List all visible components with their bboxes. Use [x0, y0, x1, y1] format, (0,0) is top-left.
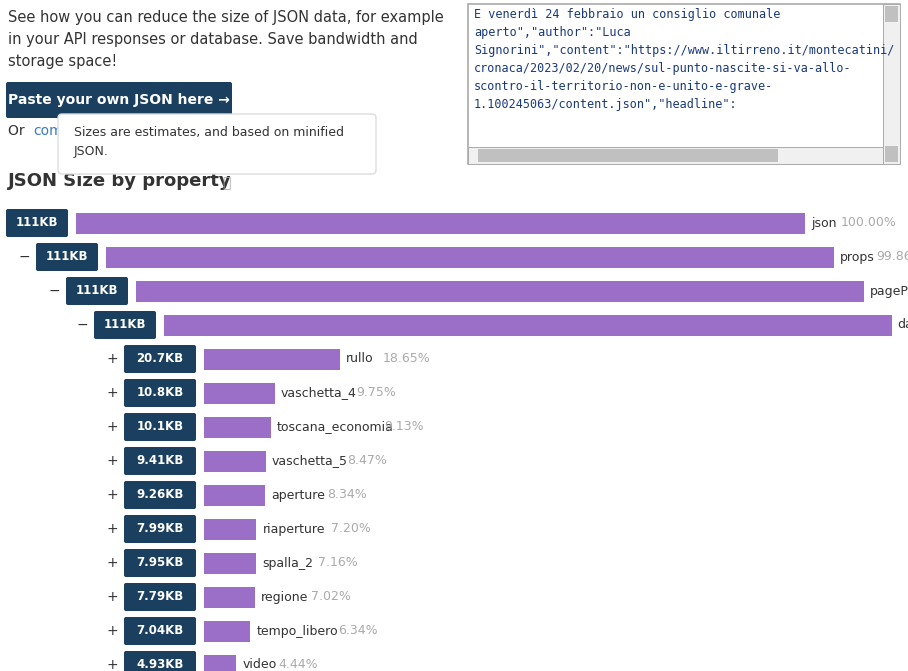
Text: +: +: [106, 658, 118, 671]
FancyBboxPatch shape: [124, 583, 196, 611]
Text: 10.8KB: 10.8KB: [136, 386, 183, 399]
Text: data: data: [897, 319, 908, 331]
Bar: [204, 451, 266, 472]
Text: −: −: [76, 318, 88, 332]
Text: See how you can reduce the size of JSON data, for example
in your API responses : See how you can reduce the size of JSON …: [8, 10, 444, 69]
Text: aperture: aperture: [271, 488, 325, 501]
Text: +: +: [106, 556, 118, 570]
Text: toscana_economia: toscana_economia: [277, 421, 393, 433]
Text: 7.04KB: 7.04KB: [136, 625, 183, 637]
Text: 6.34%: 6.34%: [338, 625, 378, 637]
Bar: [883, 4, 900, 164]
Bar: [204, 553, 256, 574]
Text: 20.7KB: 20.7KB: [136, 352, 183, 366]
FancyBboxPatch shape: [124, 515, 196, 543]
FancyBboxPatch shape: [124, 481, 196, 509]
Bar: [885, 6, 898, 22]
FancyBboxPatch shape: [468, 4, 900, 164]
Text: json: json: [811, 217, 836, 229]
Text: 8.34%: 8.34%: [327, 488, 367, 501]
Text: +: +: [106, 624, 118, 638]
Text: vaschetta_4: vaschetta_4: [281, 386, 357, 399]
Text: +: +: [106, 420, 118, 434]
Text: +: +: [106, 454, 118, 468]
Text: +: +: [106, 522, 118, 536]
Bar: [164, 315, 892, 336]
Text: 7.02%: 7.02%: [311, 590, 350, 603]
FancyBboxPatch shape: [124, 345, 196, 373]
FancyBboxPatch shape: [124, 651, 196, 671]
Text: Sizes are estimates, and based on minified
JSON.: Sizes are estimates, and based on minifi…: [74, 126, 344, 158]
Text: 7.79KB: 7.79KB: [136, 590, 183, 603]
Text: vaschetta_5: vaschetta_5: [271, 454, 348, 468]
Text: −: −: [18, 250, 30, 264]
Text: 8.47%: 8.47%: [347, 454, 387, 468]
Bar: [468, 147, 883, 164]
Bar: [885, 146, 898, 162]
Text: JSON Size by property: JSON Size by property: [8, 172, 232, 190]
Text: +: +: [106, 590, 118, 604]
Text: riaperture: riaperture: [262, 523, 325, 535]
Bar: [478, 149, 778, 162]
Text: 9.41KB: 9.41KB: [136, 454, 183, 468]
Text: 7.16%: 7.16%: [318, 556, 358, 570]
Text: 111KB: 111KB: [15, 217, 58, 229]
Bar: [204, 383, 275, 404]
Bar: [204, 587, 255, 608]
Text: +: +: [106, 352, 118, 366]
Text: pageProps: pageProps: [870, 285, 908, 297]
Bar: [136, 281, 864, 302]
Text: 4.44%: 4.44%: [279, 658, 319, 671]
Text: 100.00%: 100.00%: [841, 217, 897, 229]
Text: −: −: [48, 284, 60, 298]
Text: spalla_2: spalla_2: [262, 556, 313, 570]
Text: rullo: rullo: [346, 352, 373, 366]
Bar: [204, 621, 251, 642]
FancyBboxPatch shape: [124, 413, 196, 441]
FancyBboxPatch shape: [94, 311, 156, 339]
Text: +: +: [106, 488, 118, 502]
Text: 18.65%: 18.65%: [382, 352, 430, 366]
Bar: [204, 519, 256, 540]
Text: E venerdì 24 febbraio un consiglio comunale
aperto","author":"Luca
Signorini","c: E venerdì 24 febbraio un consiglio comun…: [474, 8, 894, 111]
Text: video: video: [242, 658, 277, 671]
Text: 10.1KB: 10.1KB: [136, 421, 183, 433]
Text: 99.86%: 99.86%: [876, 250, 908, 264]
FancyBboxPatch shape: [36, 243, 98, 271]
FancyBboxPatch shape: [124, 549, 196, 577]
Bar: [76, 213, 805, 234]
Text: 111KB: 111KB: [45, 250, 88, 264]
Text: regione: regione: [262, 590, 309, 603]
FancyBboxPatch shape: [124, 379, 196, 407]
FancyBboxPatch shape: [66, 277, 128, 305]
Text: tempo_libero: tempo_libero: [256, 625, 338, 637]
Bar: [204, 485, 265, 506]
Text: Or: Or: [8, 124, 29, 138]
Text: Paste your own JSON here →: Paste your own JSON here →: [8, 93, 230, 107]
Text: props: props: [840, 250, 874, 264]
Text: ⓘ: ⓘ: [222, 176, 231, 190]
Text: 7.20%: 7.20%: [331, 523, 371, 535]
Text: 7.95KB: 7.95KB: [136, 556, 183, 570]
Text: 111KB: 111KB: [75, 285, 118, 297]
FancyBboxPatch shape: [6, 82, 232, 118]
Bar: [106, 247, 834, 268]
Text: 7.99KB: 7.99KB: [136, 523, 183, 535]
Text: 9.75%: 9.75%: [357, 386, 397, 399]
FancyBboxPatch shape: [124, 447, 196, 475]
Text: 111KB: 111KB: [104, 319, 146, 331]
Text: 4.93KB: 4.93KB: [136, 658, 183, 671]
FancyBboxPatch shape: [124, 617, 196, 645]
Bar: [204, 349, 340, 370]
FancyBboxPatch shape: [6, 209, 68, 237]
Bar: [204, 655, 236, 671]
Bar: [204, 417, 271, 438]
Text: 9.13%: 9.13%: [385, 421, 424, 433]
Text: +: +: [106, 386, 118, 400]
FancyBboxPatch shape: [58, 114, 376, 174]
Text: com: com: [33, 124, 63, 138]
Text: 9.26KB: 9.26KB: [136, 488, 183, 501]
